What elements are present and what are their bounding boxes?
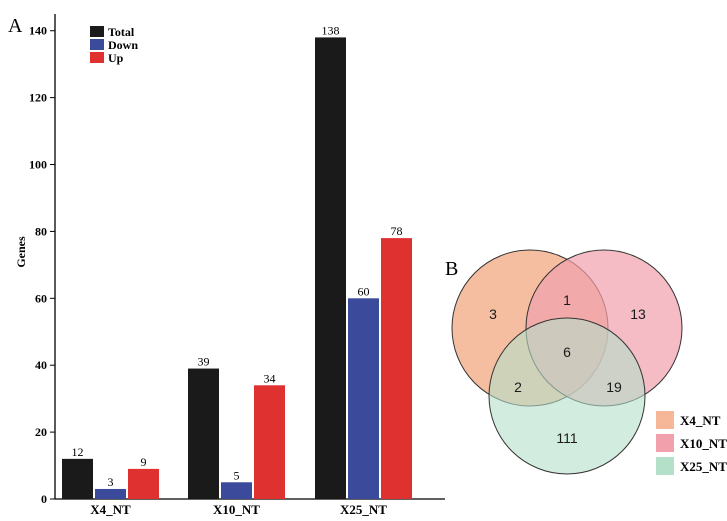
venn-x10-x25: 19 — [606, 379, 622, 395]
y-tick-label: 120 — [29, 91, 47, 105]
data-label: 60 — [358, 284, 370, 298]
data-label: 78 — [391, 224, 403, 238]
bars-group — [62, 37, 412, 500]
data-label: 9 — [141, 455, 147, 469]
y-tick-label: 100 — [29, 158, 47, 172]
data-label: 12 — [72, 445, 84, 459]
data-label: 3 — [108, 475, 114, 489]
bar-up-x4-nt — [128, 468, 159, 499]
venn-legend-label-x10: X10_NT — [680, 436, 727, 451]
venn-legend-swatch-x10 — [656, 434, 674, 452]
bar-down-x10-nt — [221, 482, 252, 499]
category-label: X10_NT — [213, 502, 260, 517]
data-label: 138 — [322, 23, 340, 37]
y-axis-title: Genes — [14, 236, 28, 268]
bar-total-x4-nt — [62, 458, 93, 499]
bar-up-x25-nt — [381, 238, 412, 499]
legend-label-total: Total — [108, 25, 135, 39]
legend-label-down: Down — [108, 38, 138, 52]
panel-a-label: A — [8, 15, 23, 37]
y-tick-label: 60 — [35, 291, 47, 305]
venn-legend: X4_NT X10_NT X25_NT — [656, 411, 727, 475]
venn-legend-label-x25: X25_NT — [680, 459, 727, 474]
category-labels-group: X4_NT X10_NT X25_NT — [90, 502, 387, 517]
venn-legend-swatch-x25 — [656, 457, 674, 475]
bar-total-x10-nt — [188, 368, 219, 499]
category-label: X4_NT — [90, 502, 131, 517]
bar-down-x25-nt — [348, 298, 379, 499]
venn-legend-label-x4: X4_NT — [680, 413, 721, 428]
venn-x4-only: 3 — [489, 306, 497, 322]
y-tick-label: 80 — [35, 224, 47, 238]
venn-x25-only: 111 — [556, 430, 577, 446]
bar-down-x4-nt — [95, 488, 126, 499]
data-label: 39 — [198, 355, 210, 369]
y-axis-ticks: 0 20 40 60 80 100 120 140 — [29, 24, 55, 506]
venn-circle-x25 — [488, 317, 646, 475]
y-tick-label: 140 — [29, 24, 47, 38]
venn-diagram: B 3 13 111 1 2 19 6 X4_NT X10_NT X25_NT — [445, 249, 727, 475]
legend-label-up: Up — [108, 51, 124, 65]
data-label: 34 — [264, 371, 276, 385]
venn-x4-x10: 1 — [563, 292, 571, 308]
venn-x4-x25: 2 — [514, 379, 522, 395]
y-tick-label: 0 — [41, 492, 47, 506]
data-label: 5 — [234, 468, 240, 482]
panel-b-label: B — [445, 258, 458, 280]
venn-x10-only: 13 — [630, 306, 646, 322]
venn-all-three: 6 — [563, 344, 571, 360]
bar-up-x10-nt — [254, 385, 285, 499]
venn-legend-swatch-x4 — [656, 411, 674, 429]
y-tick-label: 40 — [35, 358, 47, 372]
legend-swatch-down — [90, 39, 104, 50]
legend-swatch-up — [90, 52, 104, 63]
y-tick-label: 20 — [35, 425, 47, 439]
category-label: X25_NT — [340, 502, 387, 517]
bar-total-x25-nt — [315, 37, 346, 500]
legend-swatch-total — [90, 26, 104, 37]
